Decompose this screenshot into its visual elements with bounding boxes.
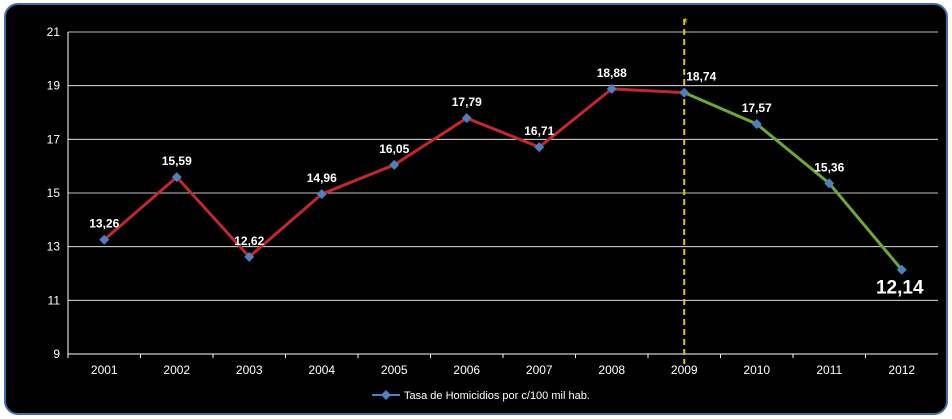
series-line-segment bbox=[682, 91, 759, 126]
data-label: 14,96 bbox=[307, 171, 337, 185]
data-point bbox=[896, 264, 907, 275]
x-tick-label: 2009 bbox=[671, 363, 698, 377]
x-tick-label: 2011 bbox=[816, 363, 842, 377]
chart-frame: 9 11 13 15 17 19 21 2001 2002 2003 2004 2005 2006 200… bbox=[4, 3, 948, 415]
data-label: 17,57 bbox=[742, 101, 772, 115]
x-tick-label: 2007 bbox=[526, 363, 553, 377]
data-label: 15,59 bbox=[162, 154, 192, 168]
y-tick-label: 17 bbox=[47, 132, 61, 146]
data-point bbox=[461, 113, 472, 124]
x-tick-label: 2003 bbox=[236, 363, 263, 377]
data-point bbox=[824, 178, 835, 189]
y-tick-label: 19 bbox=[47, 79, 61, 93]
data-label: 15,36 bbox=[814, 160, 844, 174]
legend-marker bbox=[381, 390, 391, 400]
series-line-segment bbox=[537, 87, 614, 149]
series-line-segment bbox=[610, 87, 686, 95]
data-label: 12,14 bbox=[876, 278, 924, 299]
series-line-segment bbox=[827, 181, 904, 272]
x-tick-label: 2012 bbox=[888, 363, 915, 377]
x-tick-label: 2005 bbox=[381, 363, 408, 377]
data-label: 18,88 bbox=[597, 66, 627, 80]
data-point bbox=[244, 251, 255, 262]
x-tick-label: 2002 bbox=[163, 363, 190, 377]
data-point bbox=[171, 172, 182, 183]
data-label: 13,26 bbox=[89, 217, 119, 231]
y-tick-label: 11 bbox=[48, 293, 61, 307]
data-label: 16,05 bbox=[379, 142, 409, 156]
data-label: 12,62 bbox=[234, 234, 264, 248]
data-label: 16,71 bbox=[524, 124, 554, 138]
x-tick-label: 2006 bbox=[453, 363, 480, 377]
series-line-segment bbox=[102, 175, 179, 242]
data-point bbox=[389, 159, 400, 170]
x-tick-label: 2001 bbox=[91, 363, 118, 377]
y-tick-label: 9 bbox=[53, 347, 60, 361]
series-line-segment bbox=[392, 116, 469, 167]
x-tick-label: 2008 bbox=[598, 363, 625, 377]
y-tick-label: 15 bbox=[47, 186, 61, 200]
series-line-segment bbox=[755, 122, 831, 185]
x-tick-label: 2010 bbox=[743, 363, 770, 377]
series-line-segment bbox=[320, 163, 396, 196]
series-line-segment bbox=[465, 116, 541, 149]
legend-label: Tasa de Homicidios por c/100 mil hab. bbox=[404, 390, 590, 402]
divider-marker: * bbox=[683, 15, 688, 30]
data-label: 17,79 bbox=[452, 95, 482, 109]
series-line-segment bbox=[175, 175, 251, 259]
data-point bbox=[679, 87, 690, 98]
data-point bbox=[751, 119, 762, 130]
data-point bbox=[99, 234, 110, 245]
line-chart: 9 11 13 15 17 19 21 2001 2002 2003 2004 2005 2006 200… bbox=[47, 15, 938, 402]
data-point bbox=[606, 83, 617, 94]
data-point bbox=[534, 142, 545, 153]
data-point bbox=[316, 189, 327, 200]
series-line-segment bbox=[247, 192, 324, 259]
y-tick-label: 21 bbox=[47, 25, 61, 39]
y-tick-label: 13 bbox=[47, 240, 61, 254]
data-label: 18,74 bbox=[686, 70, 716, 84]
x-tick-label: 2004 bbox=[308, 363, 335, 377]
